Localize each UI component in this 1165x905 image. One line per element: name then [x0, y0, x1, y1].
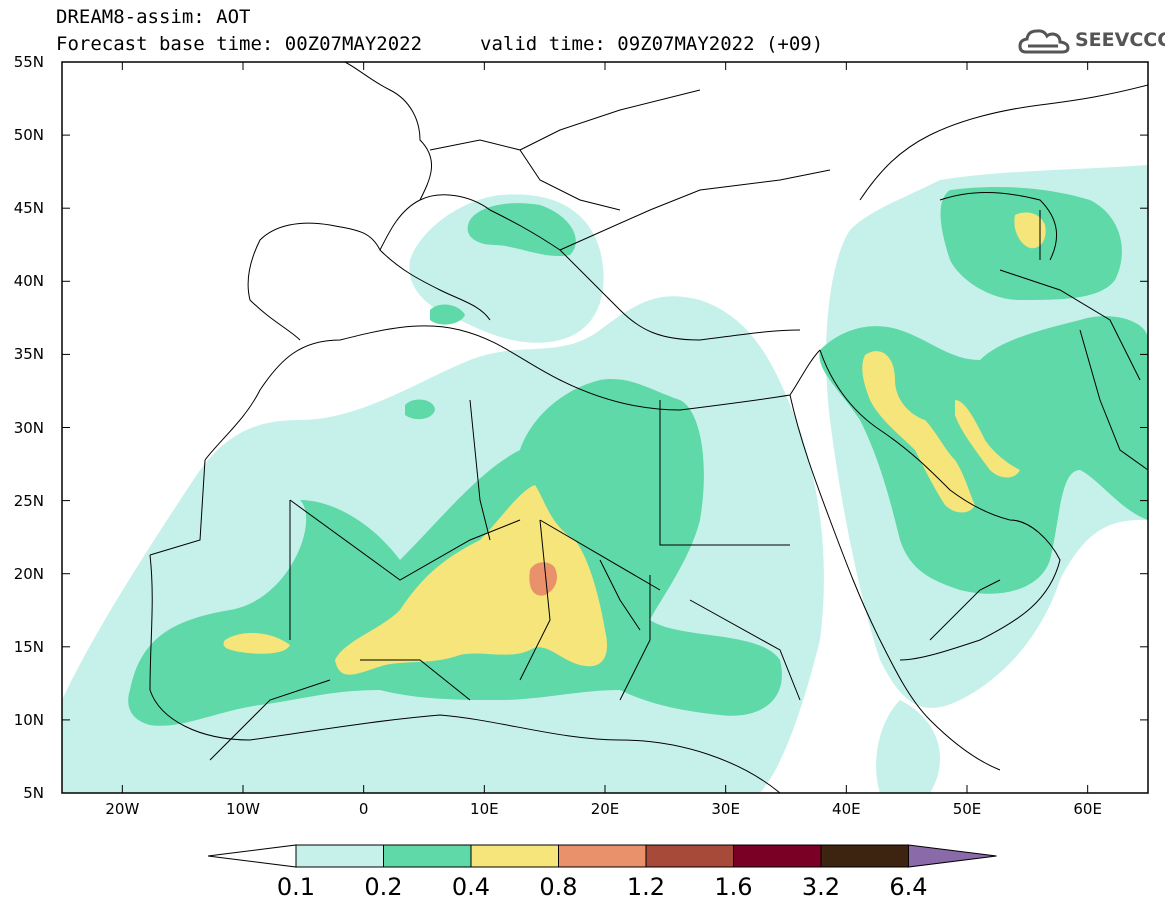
lon-label: 30E: [711, 800, 740, 818]
aot-level-0.4: [223, 212, 1046, 675]
lon-label: 10E: [470, 800, 499, 818]
lat-label: 5N: [23, 784, 44, 802]
lon-label: 50E: [952, 800, 982, 818]
lat-label: 40N: [13, 272, 44, 291]
colorbar-threshold-label: 1.2: [626, 873, 666, 901]
valid-time: valid time: 09Z07MAY2022 (+09): [480, 33, 824, 55]
lon-label: 40E: [832, 800, 861, 818]
lat-label: 15N: [13, 637, 44, 656]
lon-label: 60E: [1073, 800, 1102, 818]
colorbar-threshold-label: 6.4: [889, 873, 928, 901]
aot-level-0.8: [529, 562, 557, 596]
lat-label: 50N: [13, 126, 44, 145]
lon-label: 10W: [226, 800, 260, 818]
country-borders: [149, 62, 1148, 793]
colorbar-threshold-label: 0.4: [451, 873, 491, 901]
colorbar-threshold-label: 0.1: [276, 873, 316, 901]
lat-label: 30N: [13, 418, 44, 437]
lat-label: 45N: [13, 199, 44, 218]
colorbar-threshold-label: 0.8: [539, 873, 578, 901]
lat-label: 20N: [13, 564, 44, 583]
axis-ticks: [62, 61, 1148, 794]
lat-label: 55N: [13, 53, 44, 71]
colorbar-threshold-label: 0.2: [364, 873, 403, 901]
map-title: DREAM8-assim: AOT: [56, 6, 251, 28]
lon-label: 0: [358, 800, 369, 818]
colorbar-boxes: [207, 844, 997, 868]
lon-label: 20E: [590, 800, 620, 818]
colorbar-box: [820, 844, 909, 868]
lat-label: 35N: [13, 345, 44, 364]
colorbar-threshold-label: 3.2: [801, 873, 841, 901]
colorbar-box: [558, 844, 647, 868]
colorbar-threshold-label: 1.6: [714, 873, 753, 901]
lon-label: 20W: [105, 800, 140, 818]
cloud-logo-icon: [1018, 29, 1070, 54]
colorbar-box: [295, 844, 384, 868]
colorbar-box: [645, 844, 734, 868]
lat-label: 25N: [13, 491, 44, 510]
colorbar-box: [383, 844, 472, 868]
lat-label: 10N: [13, 710, 44, 729]
seevccc-logo-text: SEEVCCC: [1075, 29, 1165, 51]
colorbar-over-arrow: [908, 844, 997, 868]
colorbar-box: [470, 844, 559, 868]
forecast-base-time: Forecast base time: 00Z07MAY2022: [56, 33, 423, 55]
colorbar-box: [733, 844, 822, 868]
colorbar-under-arrow: [207, 844, 297, 868]
